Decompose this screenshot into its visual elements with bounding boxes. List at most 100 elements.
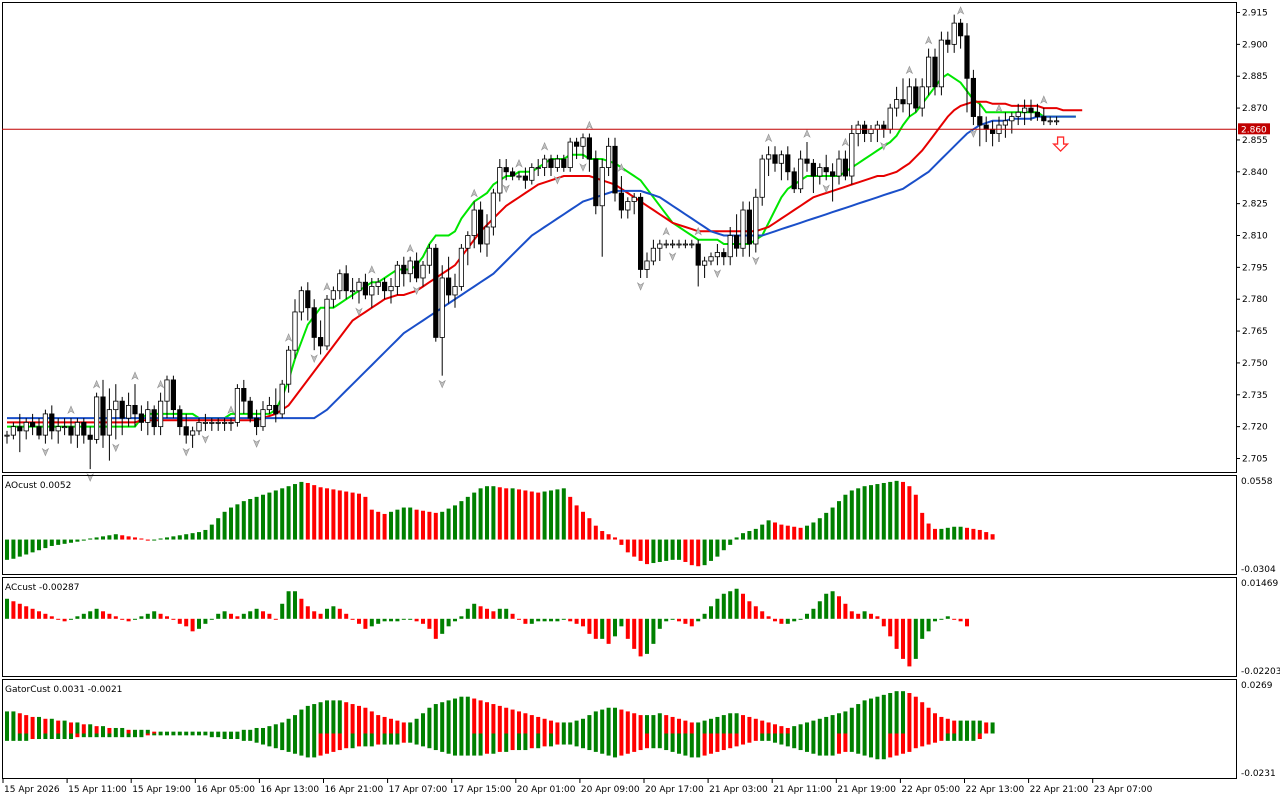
gator-lower-bar	[408, 733, 412, 742]
gator-upper-bar	[312, 704, 316, 733]
ao-bar	[146, 540, 150, 541]
gator-upper-bar	[600, 710, 604, 734]
ao-bar	[383, 514, 387, 540]
ao-bar	[965, 528, 969, 540]
ac-bar	[767, 616, 771, 619]
gator-upper-bar	[24, 715, 28, 733]
ao-bar	[703, 540, 707, 566]
ao-bar	[395, 510, 399, 540]
ao-bar	[511, 488, 515, 539]
gator-upper-bar	[376, 715, 380, 733]
gator-upper-bar	[421, 713, 425, 733]
candle	[952, 15, 956, 53]
candle	[1042, 108, 1046, 125]
ac-bar	[408, 619, 412, 620]
candle	[498, 159, 502, 201]
gator-upper-bar	[818, 719, 822, 734]
gator-lower-bar	[363, 733, 367, 746]
gator-lower-bar	[747, 733, 751, 742]
gator-upper-bar	[287, 719, 291, 734]
gator-upper-bar	[543, 719, 547, 734]
ac-bar	[658, 619, 662, 629]
ac-bar	[805, 614, 809, 619]
gator-lower-bar	[466, 733, 470, 755]
ac-bar	[664, 619, 668, 622]
ao-panel[interactable]: AOcust 0.0052 0.0558 -0.0304	[3, 476, 1277, 576]
gator-lower-bar	[415, 733, 419, 744]
gator-lower-bar	[56, 733, 60, 739]
ao-bar	[472, 493, 476, 540]
ao-bar	[773, 522, 777, 539]
ac-bar	[536, 619, 540, 622]
ac-bar	[792, 619, 796, 622]
gator-upper-bar	[965, 721, 969, 734]
candle	[1048, 117, 1052, 125]
fractal-down-icon	[311, 355, 317, 362]
candle	[75, 418, 79, 448]
time-tick-label: 16 Apr 05:00	[196, 785, 255, 795]
ao-bar	[914, 495, 918, 540]
gator-upper-bar	[69, 722, 73, 733]
time-tick-label: 21 Apr 11:00	[773, 785, 832, 795]
candle	[43, 410, 47, 444]
gator-lower-bar	[786, 733, 790, 746]
ac-bar	[933, 619, 937, 622]
fractal-up-icon	[68, 406, 74, 413]
price-tick-label: 2.735	[1242, 391, 1268, 401]
candle	[402, 257, 406, 287]
gator-upper-bar	[536, 717, 540, 734]
candle	[971, 70, 975, 125]
gator-lower-bar	[536, 733, 540, 748]
gator-upper-bar	[869, 699, 873, 734]
ao-bar	[543, 492, 547, 540]
time-tick-label: 15 Apr 2026	[4, 785, 60, 795]
gator-upper-bar	[402, 722, 406, 733]
ao-bar	[293, 484, 297, 539]
gator-upper-bar	[101, 726, 105, 733]
fractal-up-icon	[471, 190, 477, 197]
ao-bar	[267, 493, 271, 540]
ao-bar	[875, 484, 879, 539]
gator-upper-bar	[82, 724, 86, 733]
price-panel[interactable]: 2.9152.9002.8852.8702.8552.8402.8252.810…	[2, 3, 1270, 482]
gator-lower-bar	[280, 733, 284, 750]
ao-bar	[811, 522, 815, 539]
gator-lower-bar	[773, 733, 777, 742]
gator-lower-bar	[95, 733, 99, 737]
ac-bar	[517, 619, 521, 620]
candle	[50, 405, 54, 439]
ac-bar	[869, 614, 873, 619]
gator-panel[interactable]: GatorCust 0.0031 -0.0021 0.0269 -0.0231	[3, 680, 1276, 780]
candle	[1016, 104, 1020, 125]
ao-bar	[75, 540, 79, 542]
ao-bar	[517, 489, 521, 539]
gator-upper-bar	[440, 702, 444, 733]
ao-bar	[786, 526, 790, 540]
ao-bar	[31, 540, 35, 553]
ao-bar	[331, 489, 335, 539]
ao-bar	[114, 534, 118, 539]
gator-lower-bar	[600, 733, 604, 753]
ac-bar	[50, 616, 54, 619]
candle	[626, 197, 630, 218]
candle	[606, 138, 610, 176]
ac-panel[interactable]: ACcust -0.00287 0.01469 -0.02203	[3, 578, 1280, 678]
gator-lower-bar	[101, 733, 105, 737]
ac-bar	[127, 619, 131, 622]
ac-bar	[466, 609, 470, 619]
candle	[171, 376, 175, 418]
gator-upper-bar	[792, 726, 796, 733]
price-tick-label: 2.810	[1242, 232, 1268, 242]
ao-bar	[459, 501, 463, 539]
gator-lower-bar	[50, 733, 54, 739]
gator-lower-bar	[184, 733, 188, 735]
gator-upper-bar	[331, 700, 335, 733]
gator-lower-bar	[504, 733, 508, 751]
gator-upper-bar	[504, 708, 508, 734]
ac-bar	[735, 589, 739, 619]
gator-lower-bar	[843, 733, 847, 751]
ac-bar	[363, 619, 367, 629]
gator-lower-bar	[639, 733, 643, 750]
ao-bar	[978, 530, 982, 540]
